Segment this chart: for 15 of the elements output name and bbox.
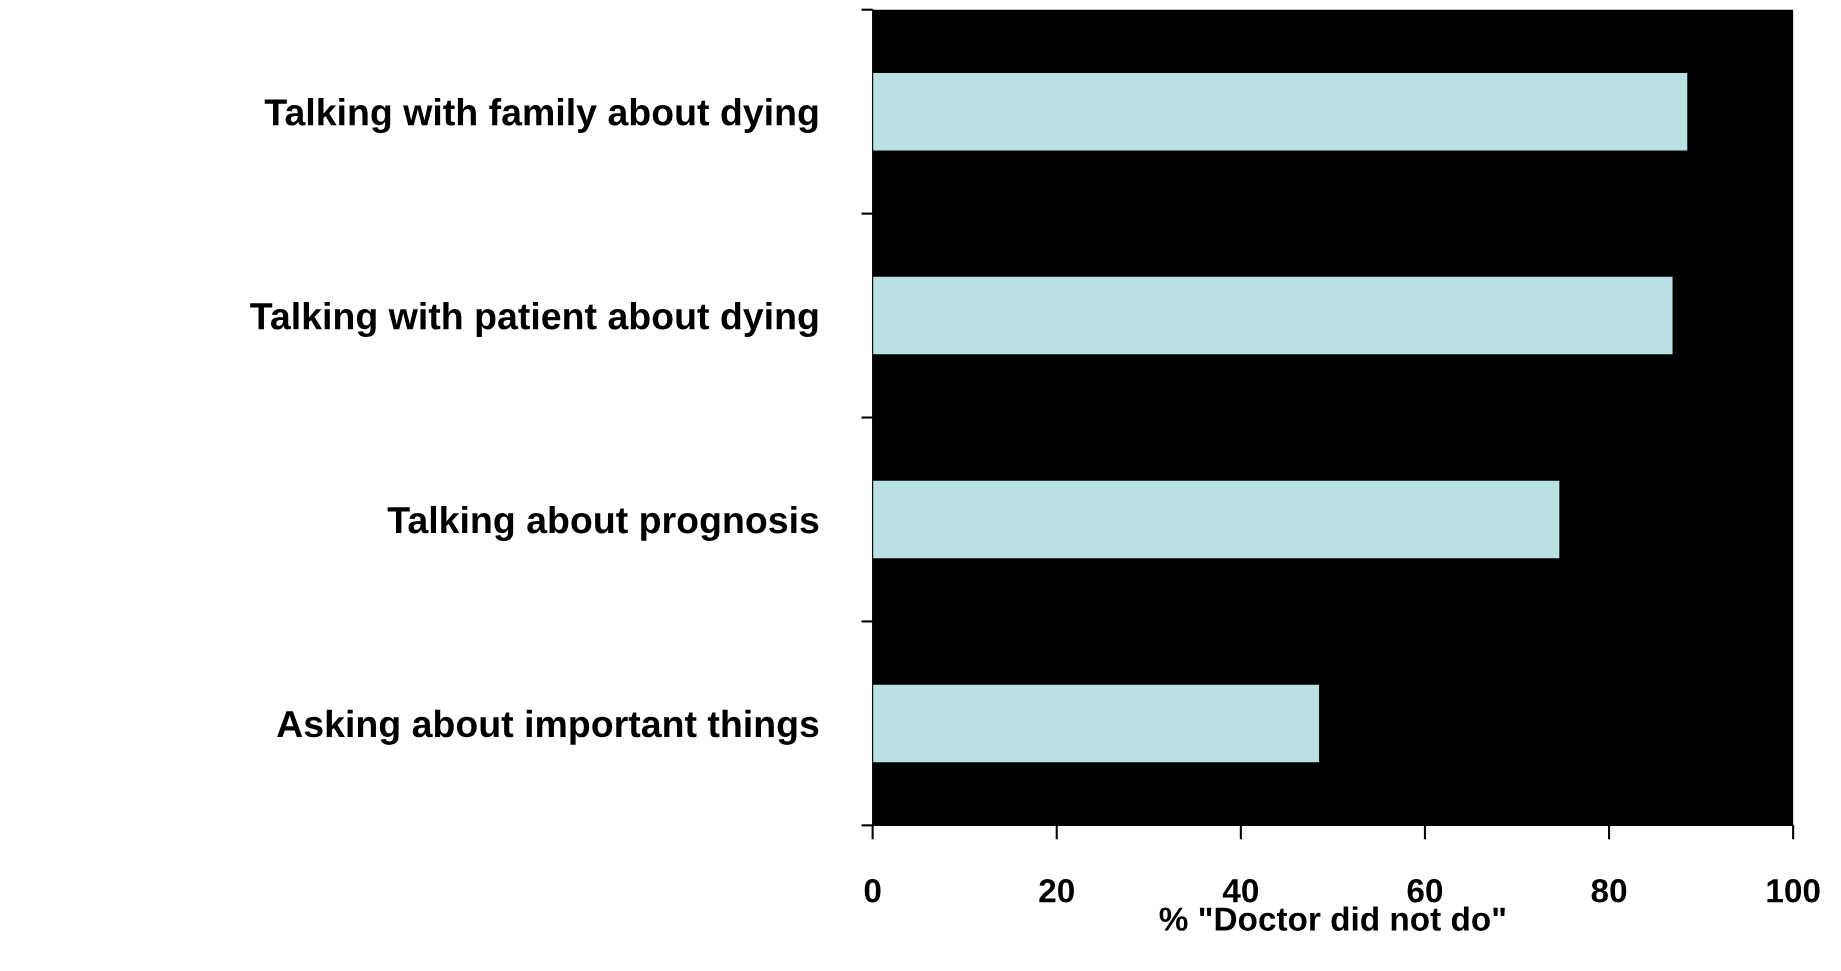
y-tick-label: Talking about prognosis (387, 505, 819, 542)
y-tick-label: Talking with patient about dying (250, 301, 818, 338)
y-tick-label: Talking with family about dying (264, 98, 818, 134)
x-tick-label: 100 (1767, 879, 1820, 903)
bar (872, 72, 1688, 151)
x-tick-label: 40 (1222, 879, 1259, 903)
x-tick-label: 20 (1039, 879, 1074, 903)
bar (872, 276, 1673, 355)
bar (872, 480, 1560, 559)
x-axis-title: % "Doctor did not do" (1159, 906, 1505, 931)
x-tick-label: 80 (1591, 879, 1627, 903)
x-tick-label: 0 (864, 879, 881, 903)
y-tick-label: Asking about important things (277, 709, 819, 745)
x-tick-label: 60 (1407, 879, 1443, 903)
bar (872, 684, 1320, 763)
